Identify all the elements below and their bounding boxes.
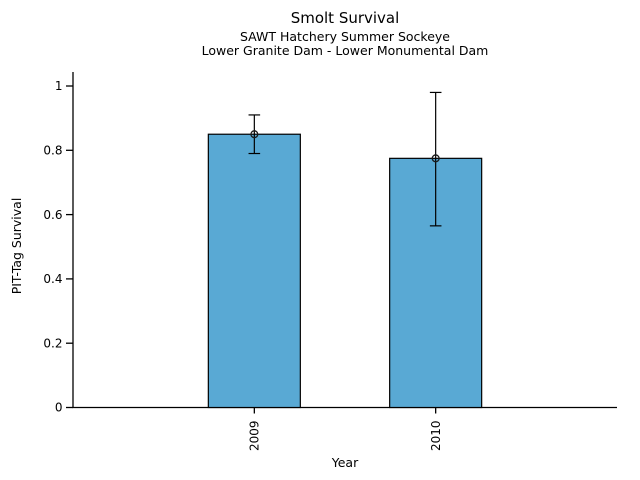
x-axis-label: Year (331, 455, 359, 470)
y-axis-label: PIT-Tag Survival (9, 198, 24, 295)
chart-subtitle-line1: SAWT Hatchery Summer Sockeye (240, 29, 450, 44)
y-tick-label: 0 (55, 401, 63, 415)
plot-layers: 0 0.2 0.4 0.6 0.8 1 2009 2010 (43, 72, 617, 451)
mean-marker-icon (250, 130, 259, 139)
bar (207, 133, 301, 409)
y-tick-label: 0.4 (43, 272, 62, 286)
x-tick-label: 2010 (429, 421, 443, 452)
y-tick-label: 0.2 (43, 336, 62, 350)
y-tick-label: 0.6 (43, 208, 62, 222)
y-tick-label: 0.8 (43, 144, 62, 158)
x-tick-label: 2009 (248, 421, 262, 452)
mean-marker-icon (431, 154, 440, 163)
chart-title: Smolt Survival (290, 9, 400, 27)
chart-subtitle-line2: Lower Granite Dam - Lower Monumental Dam (201, 43, 489, 58)
y-tick-label: 1 (55, 79, 63, 93)
